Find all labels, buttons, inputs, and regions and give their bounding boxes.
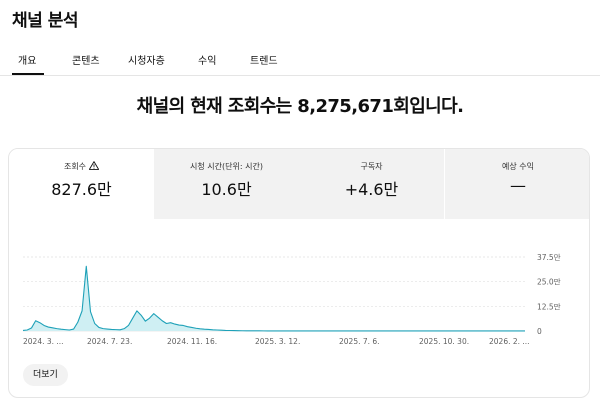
metric-value: 827.6만 [51,180,112,199]
tab-overview[interactable]: 개요 [18,56,37,67]
x-tick-label: 2025. 7. 6. [339,337,380,346]
views-line [22,265,525,332]
metric-tab-estimated-revenue[interactable]: 예상 수익 — [445,149,589,219]
metric-tab-subscribers[interactable]: 구독자 +4.6만 [299,149,444,219]
metric-label: 구독자 [360,162,383,171]
views-area [23,266,525,331]
tab-content[interactable]: 콘텐츠 [72,56,100,67]
x-tick-label: 2025. 10. 30. [419,337,469,346]
y-tick-label: 12.5만 [537,302,561,311]
tab-audience[interactable]: 시청자층 [128,56,165,67]
x-tick-label: 2024. 7. 23. [87,337,132,346]
see-more-button[interactable]: 더보기 [23,364,68,386]
metric-label: 조회수 [9,161,154,172]
metric-value: 10.6만 [201,180,252,199]
metric-tab-watch-time[interactable]: 시청 시간(단위: 시간) 10.6만 [154,149,299,219]
y-tick-label: 25.0만 [537,278,561,287]
page-title: 채널 분석 [12,11,78,31]
y-tick-label: 37.5만 [537,253,561,262]
tab-revenue[interactable]: 수익 [198,56,217,67]
x-tick-label: 2026. 2. ... [489,337,530,346]
y-tick-label: 0 [537,327,542,336]
x-tick-label: 2024. 3. ... [23,337,64,346]
metric-value: — [510,176,526,195]
metric-label: 시청 시간(단위: 시간) [190,162,263,171]
metric-label: 예상 수익 [502,162,534,171]
metric-tab-views[interactable]: 조회수 827.6만 [9,149,154,219]
tab-trends[interactable]: 트렌드 [250,56,278,67]
x-tick-label: 2025. 3. 12. [255,337,300,346]
analytics-card: 조회수 827.6만 시청 시간(단위: 시간) 10.6만 구독자 +4.6만… [8,148,590,398]
tab-bar: 개요 콘텐츠 시청자층 수익 트렌드 [0,40,600,76]
views-chart-svg: 37.5만 25.0만 12.5만 0 2024. 3. ... 2024. 7. 23.… [22,253,561,346]
metric-value: +4.6만 [344,180,399,199]
active-tab-indicator [12,73,44,75]
warning-icon [89,161,100,170]
x-tick-label: 2024. 11. 16. [167,337,217,346]
views-chart: 37.5만 25.0만 12.5만 0 2024. 3. ... 2024. 7. 23.… [9,219,589,349]
total-views-headline: 채널의 현재 조회수는 8,275,671회입니다. [136,96,464,117]
